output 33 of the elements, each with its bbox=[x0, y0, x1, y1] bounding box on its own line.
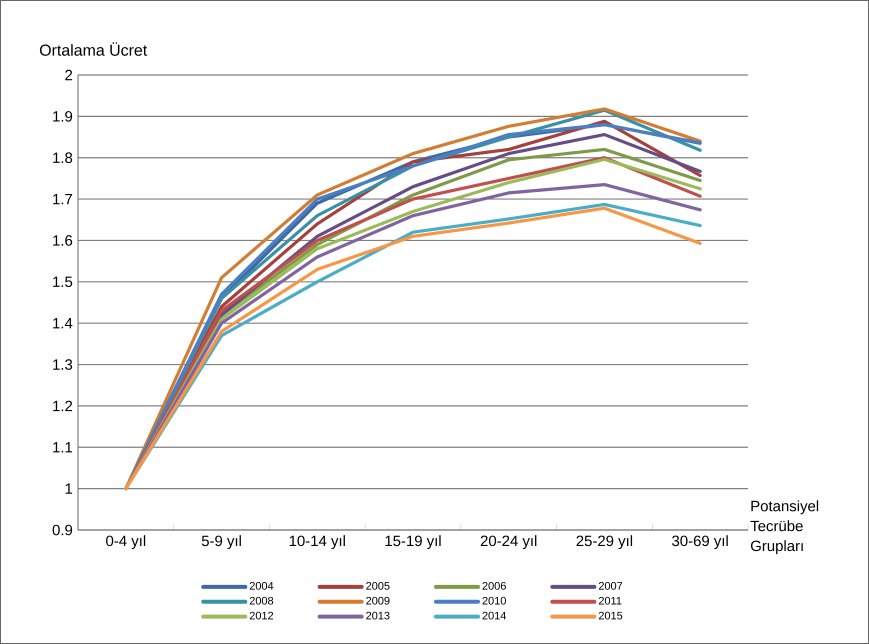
y-tick-label: 1.4 bbox=[53, 318, 72, 328]
y-tick-label: 1.6 bbox=[53, 235, 72, 246]
legend-label: 2008 bbox=[250, 596, 274, 605]
x-axis-title: Potansiyel Tecrübe Grupları bbox=[750, 500, 818, 554]
y-axis-title: Ortalama Ücret bbox=[40, 42, 148, 56]
legend-label: 2012 bbox=[250, 612, 274, 620]
legend-label: 2007 bbox=[598, 582, 622, 590]
y-tick-label: 1 bbox=[66, 483, 72, 494]
x-tick-label: 5-9 yıl bbox=[202, 535, 241, 550]
y-tick-label: 1.8 bbox=[53, 152, 72, 164]
x-tick-label: 10-14 yıl bbox=[290, 535, 345, 550]
y-tick-label: 1.9 bbox=[53, 111, 72, 122]
x-tick-label: 0-4 yıl bbox=[106, 535, 146, 550]
x-tick-label: 30-69 yıl bbox=[672, 535, 728, 550]
y-tick-label: 1.7 bbox=[53, 194, 72, 204]
y-tick-label: 0.9 bbox=[52, 524, 72, 536]
legend-label: 2011 bbox=[598, 596, 622, 605]
x-tick-label: 15-19 yıl bbox=[385, 535, 441, 550]
x-tick-label: 25-29 yıl bbox=[576, 535, 632, 550]
legend-label: 2010 bbox=[482, 596, 506, 605]
y-tick-label: 2 bbox=[65, 70, 72, 80]
legend-label: 2015 bbox=[598, 612, 622, 620]
legend-label: 2009 bbox=[366, 596, 390, 605]
y-tick-label: 1.5 bbox=[53, 276, 72, 288]
legend-label: 2005 bbox=[366, 582, 390, 590]
x-tick-label: 20-24 yıl bbox=[480, 535, 536, 550]
legend-label: 2006 bbox=[482, 582, 506, 590]
legend-label: 2004 bbox=[250, 582, 274, 590]
legend-label: 2013 bbox=[366, 612, 390, 620]
y-tick-label: 1.2 bbox=[53, 400, 72, 412]
legend-label: 2014 bbox=[482, 612, 506, 620]
y-tick-label: 1.3 bbox=[53, 359, 72, 370]
y-tick-label: 1.1 bbox=[53, 442, 72, 452]
